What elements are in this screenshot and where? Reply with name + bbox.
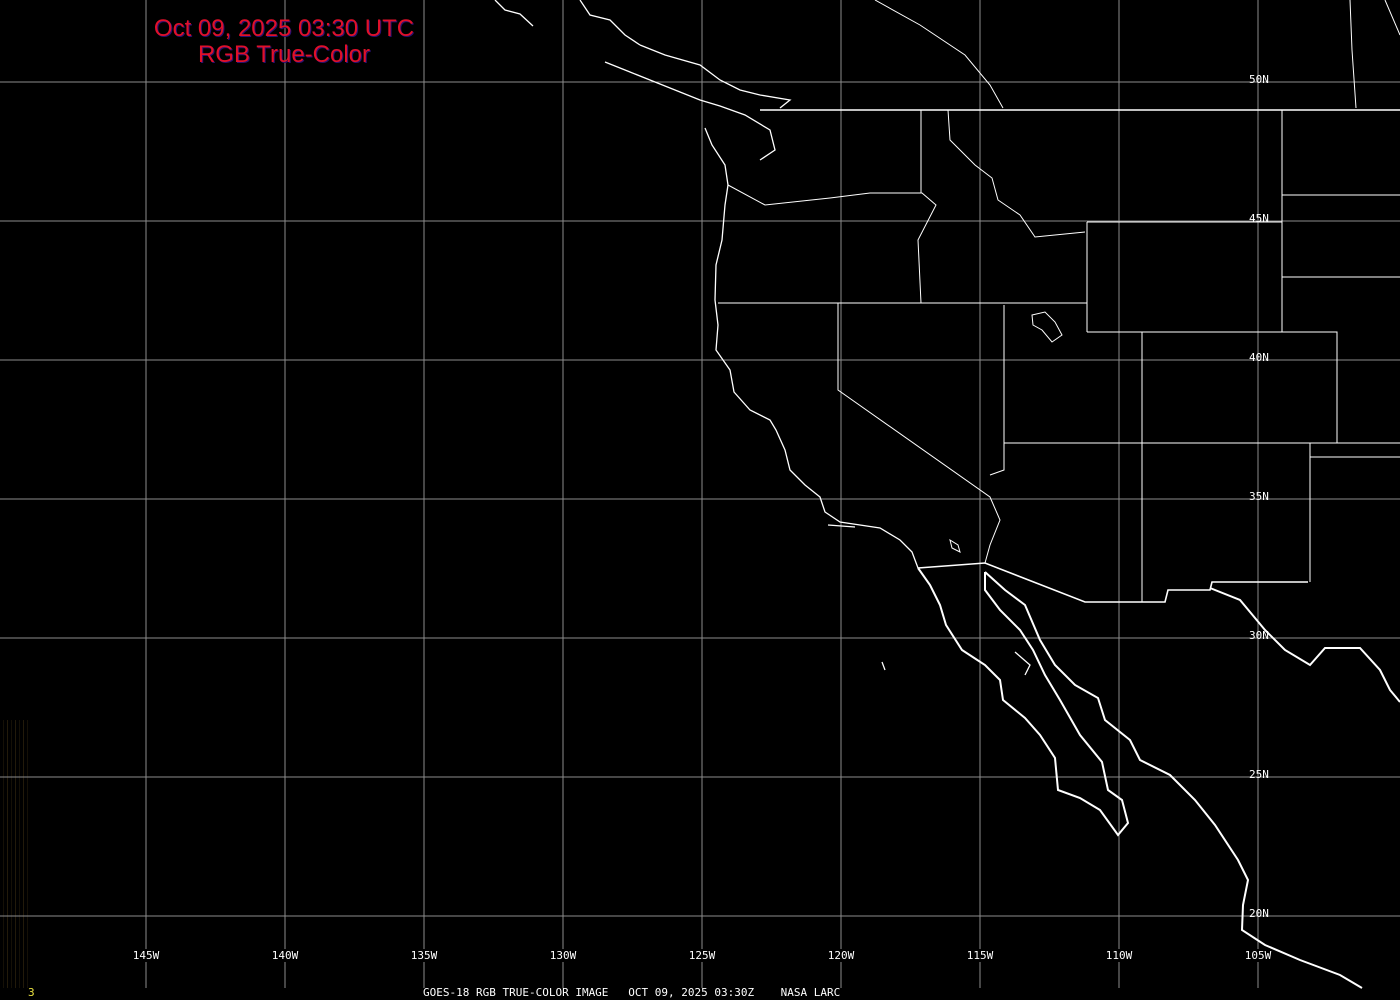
bc-coast-north <box>579 0 641 46</box>
longitude-label: 105W <box>1244 949 1272 962</box>
longitude-label: 130W <box>549 949 577 962</box>
gulf-islands <box>1014 651 1031 676</box>
latitude-label: 25N <box>1249 768 1269 781</box>
salton-sea <box>949 538 961 553</box>
nv-ut-border <box>989 305 1005 476</box>
longitude-label: 125W <box>688 949 716 962</box>
mexico-gulf-coast <box>984 571 1363 989</box>
great-salt-lake <box>1031 311 1063 343</box>
wy-co-ut-border <box>1087 331 1338 443</box>
map-title-product: RGB True-Color <box>197 41 371 68</box>
image-caption: GOES-18 RGB TRUE-COLOR IMAGE OCT 09, 202… <box>423 986 841 999</box>
image-edge-noise <box>0 720 30 988</box>
ca-nv-border <box>837 303 1001 564</box>
us-west-coast <box>704 127 919 569</box>
canada-line-ne <box>1384 0 1400 36</box>
pacific-islands <box>881 661 886 671</box>
map-title-datetime: Oct 09, 2025 03:30 UTC <box>153 15 415 42</box>
political-boundaries <box>718 0 1400 603</box>
latitude-label: 45N <box>1249 212 1269 225</box>
latitude-label: 40N <box>1249 351 1269 364</box>
canada-rockies-line <box>874 0 1004 109</box>
longitude-label: 120W <box>827 949 855 962</box>
coastlines <box>494 0 1400 989</box>
latitude-label: 50N <box>1249 73 1269 86</box>
baja-pacific-coast <box>917 567 1130 837</box>
longitude-label: 110W <box>1105 949 1133 962</box>
longitude-label: 135W <box>410 949 438 962</box>
frame-number: 3 <box>28 986 35 999</box>
latitude-label: 35N <box>1249 490 1269 503</box>
longitude-label: 115W <box>966 949 994 962</box>
latitude-label: 30N <box>1249 629 1269 642</box>
vancouver-island <box>604 61 776 161</box>
mexico-east-coast <box>1209 587 1400 703</box>
bc-mainland-coast <box>639 44 792 109</box>
longitude-label: 140W <box>271 949 299 962</box>
wa-or-border <box>727 184 937 304</box>
us-mexico-border <box>917 562 1308 603</box>
latitude-label: 20N <box>1249 907 1269 920</box>
channel-islands <box>827 524 856 528</box>
bc-coast <box>494 0 534 27</box>
canada-province-line <box>1349 0 1357 109</box>
id-mt-border <box>947 109 1086 238</box>
longitude-label: 145W <box>132 949 160 962</box>
